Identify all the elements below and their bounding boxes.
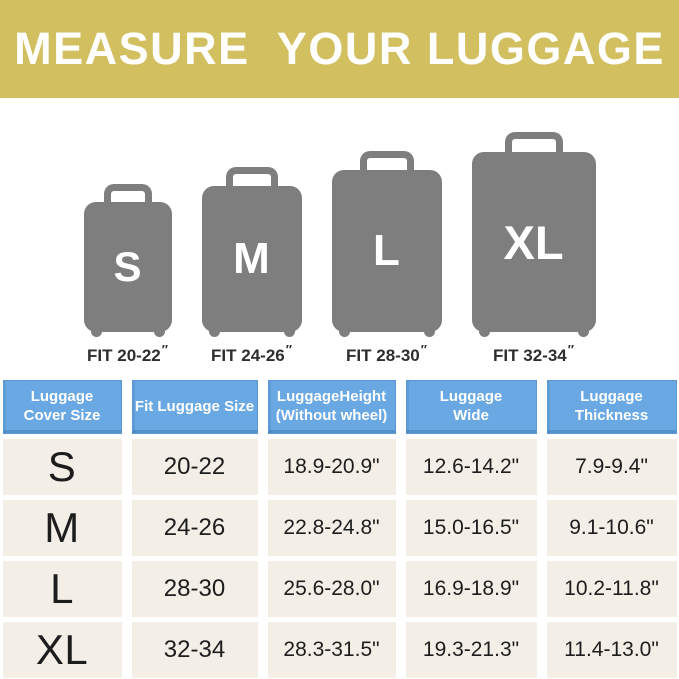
fit-text: FIT 20-22: [87, 346, 161, 365]
cell-fit-m: 24-26: [131, 500, 258, 556]
wheel-icon: [338, 326, 350, 337]
suitcase-body: L: [331, 170, 442, 337]
wheel-icon: [577, 326, 589, 337]
wheel-icon: [283, 326, 295, 337]
header-luggage-wide: Luggage Wide: [405, 380, 537, 434]
inch-mark: ″: [420, 342, 427, 357]
suitcase-handle-icon: [359, 151, 414, 178]
suitcase-column-m: M FIT 24-26″: [201, 167, 302, 366]
inch-mark: ″: [161, 342, 168, 357]
wheel-icon: [153, 326, 165, 337]
cell-height-s: 18.9-20.9": [267, 439, 396, 495]
cell-fit-xl: 32-34: [131, 622, 258, 678]
cell-height-l: 25.6-28.0": [267, 561, 396, 617]
wheel-icon: [423, 326, 435, 337]
cell-wide-s: 12.6-14.2": [405, 439, 537, 495]
wheel-icon: [208, 326, 220, 337]
cell-size-l: L: [2, 561, 122, 617]
header-luggage-height: LuggageHeight (Without wheel): [267, 380, 396, 434]
banner-title: MEASURE YOUR LUGGAGE: [14, 23, 665, 74]
luggage-illustrations: S FIT 20-22″ M FIT 24-26″: [0, 98, 679, 378]
cell-size-s: S: [2, 439, 122, 495]
suitcase-s-icon: S: [83, 184, 172, 337]
header-luggage-cover-size: Luggage Cover Size: [2, 380, 122, 434]
fit-label-s: FIT 20-22″: [87, 342, 168, 366]
suitcase-handle-icon: [103, 184, 152, 210]
cell-wide-xl: 19.3-21.3": [405, 622, 537, 678]
suitcase-body: S: [83, 202, 172, 337]
size-letter: L: [373, 226, 400, 275]
cell-fit-l: 28-30: [131, 561, 258, 617]
size-letter: S: [113, 243, 142, 290]
suitcase-body: M: [201, 186, 302, 337]
suitcase-handle-icon: [504, 132, 563, 160]
inch-mark: ″: [285, 342, 292, 357]
suitcase-body: XL: [471, 152, 596, 337]
fit-label-l: FIT 28-30″: [346, 342, 427, 366]
cell-wide-m: 15.0-16.5": [405, 500, 537, 556]
cell-height-m: 22.8-24.8": [267, 500, 396, 556]
fit-label-m: FIT 24-26″: [211, 342, 292, 366]
suitcase-l-icon: L: [331, 151, 442, 337]
fit-label-xl: FIT 32-34″: [493, 342, 574, 366]
cell-thickness-m: 9.1-10.6": [546, 500, 677, 556]
size-letter: M: [233, 234, 270, 283]
suitcase-xl-icon: XL: [471, 132, 596, 337]
cell-thickness-l: 10.2-11.8": [546, 561, 677, 617]
fit-text: FIT 24-26: [211, 346, 285, 365]
cell-thickness-xl: 11.4-13.0": [546, 622, 677, 678]
suitcase-column-l: L FIT 28-30″: [331, 151, 442, 366]
cell-size-xl: XL: [2, 622, 122, 678]
cell-height-xl: 28.3-31.5": [267, 622, 396, 678]
inch-mark: ″: [567, 342, 574, 357]
banner: MEASURE YOUR LUGGAGE: [0, 0, 679, 98]
cell-wide-l: 16.9-18.9": [405, 561, 537, 617]
suitcase-column-xl: XL FIT 32-34″: [471, 132, 596, 366]
size-letter: XL: [503, 215, 564, 269]
wheel-icon: [478, 326, 490, 337]
suitcase-column-s: S FIT 20-22″: [83, 184, 172, 366]
suitcase-handle-icon: [225, 167, 278, 194]
header-luggage-thickness: Luggage Thickness: [546, 380, 677, 434]
cell-fit-s: 20-22: [131, 439, 258, 495]
suitcase-m-icon: M: [201, 167, 302, 337]
size-table: Luggage Cover Size Fit Luggage Size Lugg…: [0, 378, 679, 678]
wheel-icon: [90, 326, 102, 337]
cell-size-m: M: [2, 500, 122, 556]
header-fit-luggage-size: Fit Luggage Size: [131, 380, 258, 434]
fit-text: FIT 28-30: [346, 346, 420, 365]
cell-thickness-s: 7.9-9.4": [546, 439, 677, 495]
fit-text: FIT 32-34: [493, 346, 567, 365]
